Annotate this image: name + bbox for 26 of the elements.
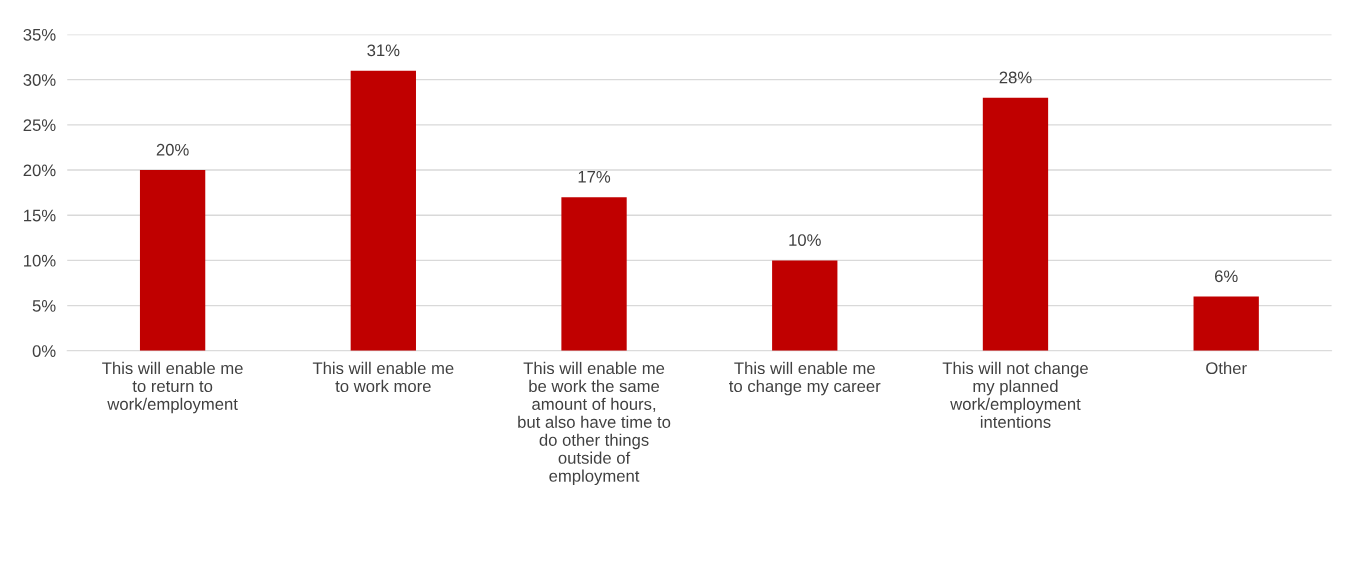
bar [139,170,206,351]
data-label: 6% [1214,270,1238,283]
y-tick-label: 0% [32,345,56,357]
y-tick-label: 5% [32,300,56,312]
bar [561,197,627,351]
y-tick-label: 20% [23,164,56,177]
bar [350,70,416,351]
x-tick-label: This will enable me to work more [312,361,454,393]
data-label: 20% [156,143,189,156]
x-tick-label: Other [1206,361,1247,375]
data-label: 10% [789,234,821,246]
x-tick-label: This will enable me to change my career [729,361,881,396]
data-label: 17% [578,171,611,183]
bar [982,97,1049,351]
x-tick-label: This will enable me to return to work/employment [102,361,243,414]
y-tick-label: 30% [23,74,56,86]
data-label: 28% [999,71,1032,84]
bar [772,260,838,351]
y-tick-label: 15% [24,209,56,222]
y-tick-label: 35% [23,28,56,41]
y-tick-label: 10% [24,254,56,267]
x-tick-label: This will enable me be work the same amount of hours, but also have time to do other things outside of employment [518,361,671,486]
data-label: 31% [367,44,400,57]
bar [1193,296,1259,351]
x-tick-label: This will not change my planned work/employment intentions [942,361,1088,428]
y-tick-label: 25% [23,119,56,132]
